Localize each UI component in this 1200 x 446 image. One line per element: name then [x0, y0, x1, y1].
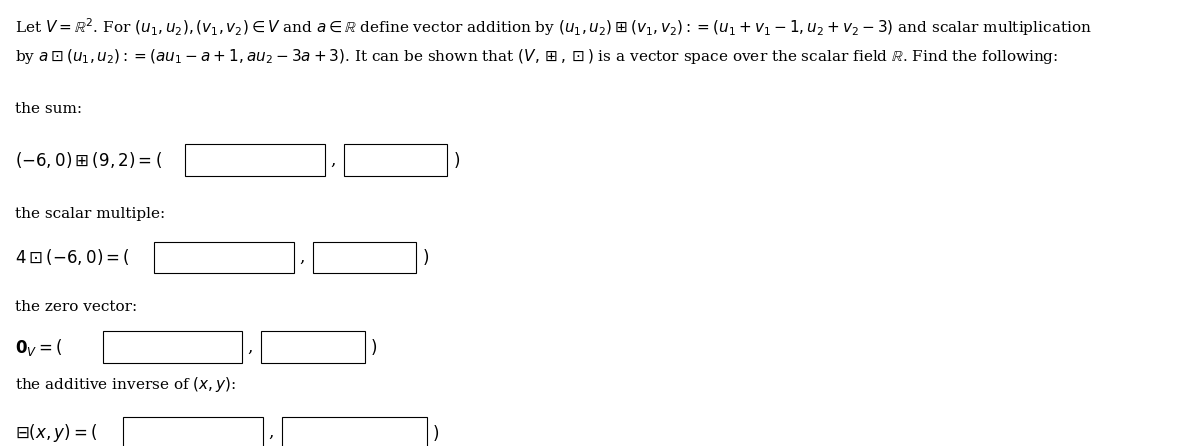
Text: by $a \boxdot (u_1, u_2) := (au_1 - a + 1, au_2 - 3a + 3)$. It can be shown that: by $a \boxdot (u_1, u_2) := (au_1 - a + …: [14, 47, 1058, 66]
Text: ,: ,: [247, 339, 253, 355]
Text: $4 \boxdot (-6, 0) =($: $4 \boxdot (-6, 0) =($: [14, 248, 130, 268]
Text: $)$: $)$: [370, 337, 377, 357]
FancyBboxPatch shape: [344, 145, 448, 176]
FancyBboxPatch shape: [155, 242, 294, 273]
Text: $)$: $)$: [432, 423, 439, 443]
Text: Let $V = \mathbb{R}^2$. For $(u_1, u_2), (v_1, v_2) \in V$ and $a \in \mathbb{R}: Let $V = \mathbb{R}^2$. For $(u_1, u_2),…: [14, 16, 1091, 37]
Text: ,: ,: [330, 152, 336, 169]
FancyBboxPatch shape: [102, 331, 242, 363]
FancyBboxPatch shape: [185, 145, 325, 176]
Text: $)$: $)$: [452, 150, 460, 170]
FancyBboxPatch shape: [313, 242, 416, 273]
Text: the sum:: the sum:: [14, 102, 82, 116]
Text: the zero vector:: the zero vector:: [14, 300, 137, 314]
Text: $)$: $)$: [421, 248, 428, 268]
Text: $\mathbf{0}_V =($: $\mathbf{0}_V =($: [14, 336, 62, 358]
Text: $\boxminus(x, y) =($: $\boxminus(x, y) =($: [14, 422, 97, 444]
FancyBboxPatch shape: [260, 331, 365, 363]
Text: the additive inverse of $(x, y)$:: the additive inverse of $(x, y)$:: [14, 375, 235, 394]
Text: $(-6, 0) \boxplus (9, 2) =($: $(-6, 0) \boxplus (9, 2) =($: [14, 150, 162, 170]
Text: the scalar multiple:: the scalar multiple:: [14, 207, 164, 221]
FancyBboxPatch shape: [124, 417, 263, 446]
Text: ,: ,: [269, 424, 274, 441]
FancyBboxPatch shape: [282, 417, 427, 446]
Text: ,: ,: [299, 249, 305, 266]
